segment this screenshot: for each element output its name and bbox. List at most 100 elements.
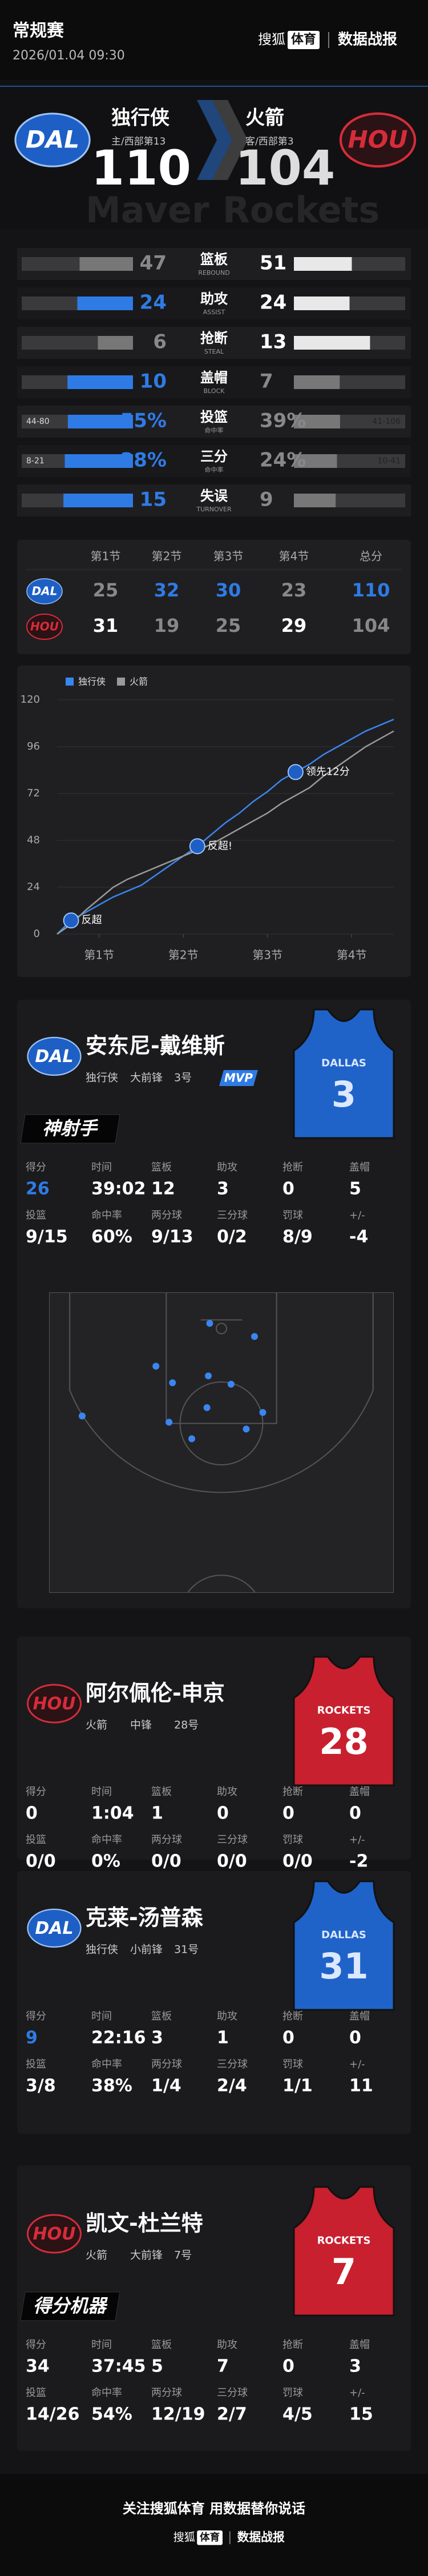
stat-label: 盖帽 — [200, 370, 228, 386]
bar — [294, 336, 370, 350]
quarter-header: 第2节 — [152, 550, 182, 563]
stat-header: 命中率 — [91, 1834, 122, 1846]
shot — [259, 1409, 267, 1416]
vs-chevron — [212, 100, 248, 180]
stat-value: 54% — [91, 2405, 132, 2425]
stat-header: 盖帽 — [349, 2339, 370, 2351]
quarter-score: 32 — [154, 579, 180, 601]
stat-value: 26 — [26, 1179, 50, 1199]
brand: 搜狐 — [173, 2531, 195, 2544]
stat-header: 得分 — [26, 2339, 46, 2351]
annotation-marker — [287, 764, 304, 780]
team-score: 104 — [235, 140, 335, 196]
y-tick-label: 24 — [27, 881, 40, 893]
team-logo — [14, 113, 91, 167]
jersey-wordmark: ROCKETS — [317, 2235, 371, 2247]
stat-value: 0 — [282, 2357, 294, 2377]
series-line — [56, 719, 394, 935]
bar — [67, 375, 133, 389]
stat-value: 55% — [120, 410, 167, 432]
shot — [78, 1412, 86, 1420]
x-tick-label: 第3节 — [252, 948, 282, 962]
stat-header: 两分球 — [151, 2058, 182, 2070]
player-position: 小前锋 — [130, 1944, 163, 1956]
stat-header: 罚球 — [282, 1209, 303, 1221]
bar — [98, 336, 133, 350]
annotation: 反超! — [208, 840, 232, 852]
stat-value: 12 — [151, 1179, 175, 1199]
jersey-number: 28 — [319, 1721, 368, 1762]
stat-header: 抢断 — [282, 2339, 303, 2351]
shot — [165, 1419, 173, 1426]
legend-swatch — [117, 678, 125, 686]
stat-value: 9 — [260, 488, 273, 511]
stat-value: 13 — [260, 331, 286, 354]
shot — [203, 1404, 211, 1411]
stat-value: 0 — [282, 2028, 294, 2048]
stat-header: 投篮 — [26, 1209, 46, 1221]
bar — [294, 297, 350, 310]
stat-value: 15 — [349, 2405, 373, 2425]
watermark: Rockets — [223, 189, 379, 231]
stat-header: 篮板 — [151, 2339, 172, 2351]
quarter-panel — [17, 540, 411, 654]
stat-value: -2 — [349, 1852, 368, 1872]
x-tick-label: 第2节 — [168, 948, 199, 962]
stat-header: 篮板 — [151, 1161, 172, 1173]
quarter-score: 19 — [154, 615, 180, 636]
shot — [251, 1333, 258, 1340]
annotation: 领先12分 — [306, 766, 350, 778]
series-line — [56, 730, 394, 935]
stat-value: 24 — [260, 291, 286, 314]
stat-value: 6 — [153, 331, 167, 354]
stat-value: 22:16 — [91, 2028, 146, 2048]
player-name: 阿尔佩伦-申京 — [86, 1681, 225, 1706]
watermark: Maver — [86, 189, 209, 231]
team-logo-text: HOU — [348, 126, 408, 154]
bar — [294, 415, 340, 428]
stat-header: 助攻 — [217, 1786, 237, 1798]
stat-header: 命中率 — [91, 2387, 122, 2399]
y-tick-label: 72 — [27, 787, 40, 799]
stat-value: 39% — [260, 410, 306, 432]
legend-label: 火箭 — [130, 676, 148, 687]
stat-value: 5 — [349, 1179, 361, 1199]
shot — [188, 1435, 196, 1443]
team-rank: 主/西部第13 — [111, 136, 165, 147]
player-position: 大前锋 — [130, 1072, 163, 1084]
jersey-wordmark: ROCKETS — [317, 1705, 371, 1717]
quarter-score: 23 — [281, 579, 307, 601]
stat-value: 34 — [26, 2357, 50, 2377]
team-logo — [27, 2214, 82, 2254]
badge-bg — [219, 1070, 258, 1086]
stat-header: 时间 — [91, 2339, 112, 2351]
court-floor — [49, 1292, 394, 1593]
stat-value: 1:04 — [91, 1804, 134, 1824]
stat-header: 时间 — [91, 2010, 112, 2022]
scoreboard-edge — [0, 86, 428, 87]
stat-header: 助攻 — [217, 2010, 237, 2022]
bar — [294, 454, 337, 468]
bar — [294, 494, 336, 507]
stat-value: 1 — [217, 2028, 229, 2048]
quarter-score: 104 — [352, 615, 390, 636]
stat-value: 0 — [349, 1804, 361, 1824]
y-tick-label: 48 — [27, 834, 40, 846]
stat-label: 三分 — [200, 448, 228, 464]
stat-label: 投篮 — [200, 409, 228, 425]
stat-value: 14/26 — [26, 2405, 79, 2425]
team-logo — [27, 1036, 82, 1076]
stat-value: 38% — [91, 2076, 132, 2096]
stat-value: 9/13 — [151, 1227, 193, 1247]
bar — [79, 257, 133, 271]
stat-value: 0/0 — [217, 1852, 247, 1872]
team-logo-text: HOU — [33, 2224, 76, 2244]
bar — [64, 454, 133, 468]
footer-bg — [0, 2474, 428, 2576]
stat-value: 0 — [349, 2028, 361, 2048]
stat-header: 三分球 — [217, 2387, 248, 2399]
shot — [243, 1425, 250, 1433]
stat-sub: STEAL — [204, 348, 224, 355]
